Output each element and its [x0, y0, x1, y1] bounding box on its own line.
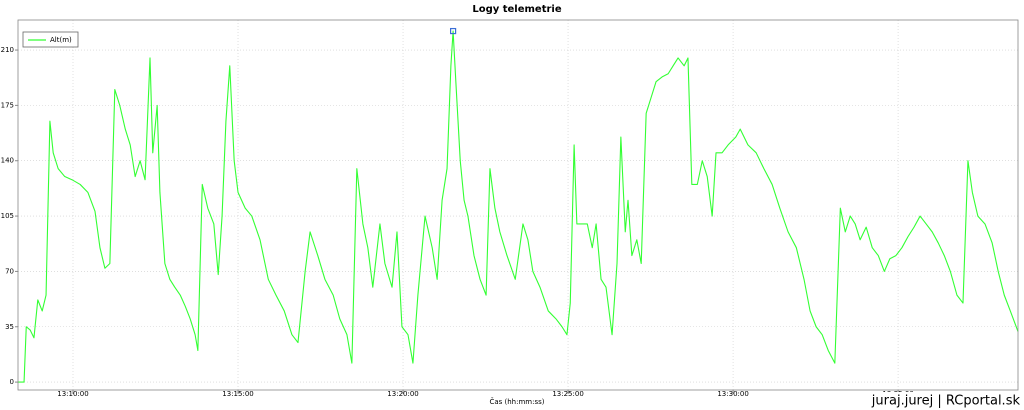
watermark-bg [832, 392, 1022, 410]
data-line [18, 30, 1019, 383]
x-axis-label: Čas (hh:mm:ss) [489, 397, 544, 406]
x-tick-label: 13:30:00 [717, 390, 748, 398]
legend-label: Alt(m) [50, 36, 72, 44]
x-tick-label: 13:25:00 [552, 390, 583, 398]
y-tick-label: 140 [1, 157, 14, 165]
x-tick-label: 13:15:00 [222, 390, 253, 398]
y-tick-label: 175 [1, 101, 14, 109]
y-tick-label: 105 [1, 212, 14, 220]
peak-marker [449, 27, 457, 35]
grid: 0 35 70 105 140 175 210 13:10:00 13:15:00 13:20:0… [1, 20, 1018, 398]
y-tick-label: 0 [10, 378, 14, 386]
y-tick-label: 35 [5, 323, 14, 331]
x-tick-label: 13:20:00 [387, 390, 418, 398]
legend: Alt(m) [22, 31, 79, 48]
plot-area [18, 27, 1019, 383]
legend-box [22, 31, 79, 48]
plot-frame [17, 19, 1019, 391]
x-tick-label: 13:10:00 [57, 390, 88, 398]
y-tick-label: 70 [5, 267, 14, 275]
y-tick-label: 210 [1, 46, 14, 54]
watermark: juraj.jurej | RCportal.sk [871, 394, 1021, 409]
chart-title: Logy telemetrie [472, 4, 562, 15]
